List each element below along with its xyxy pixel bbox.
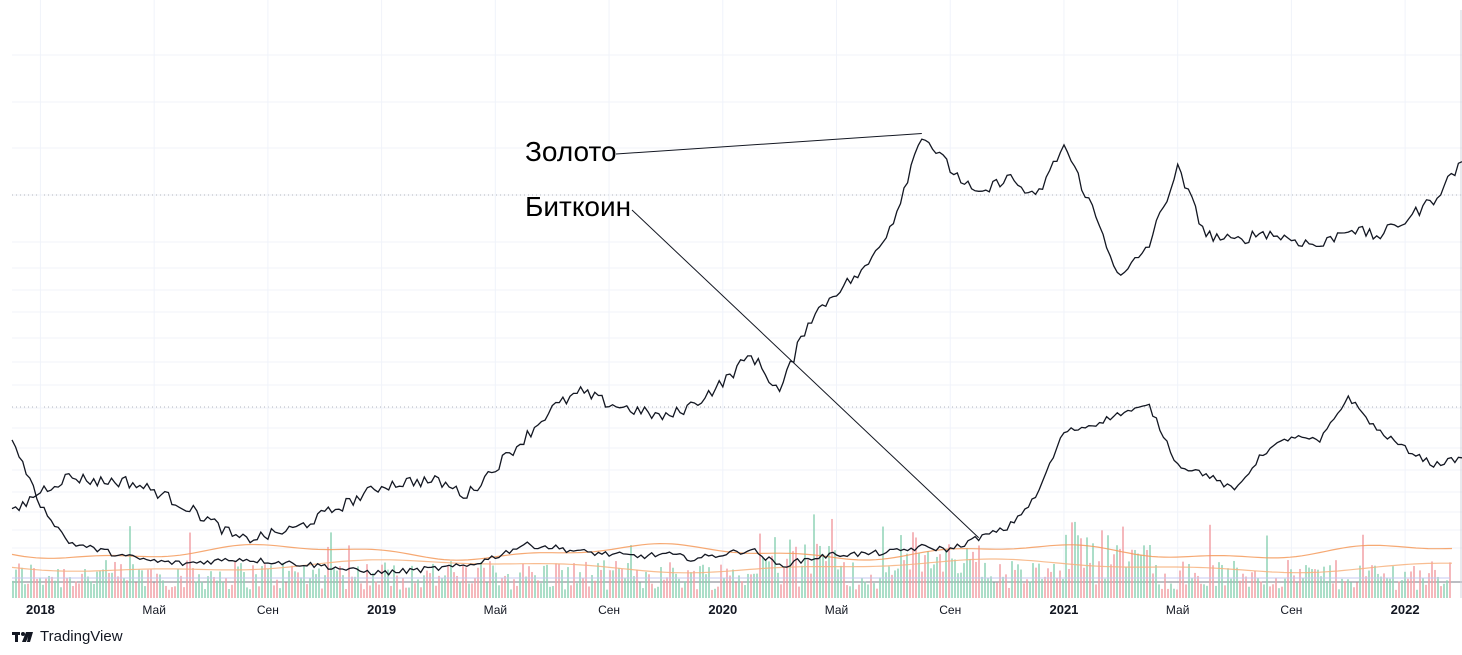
x-tick-label: Сен	[939, 603, 961, 617]
moving-average-lines	[11, 542, 1453, 579]
annotation-leader-0	[615, 133, 922, 155]
x-tick-label: 2022	[1391, 602, 1420, 617]
series-line-1	[11, 394, 1462, 576]
x-tick-label: 2020	[708, 602, 737, 617]
chart-grid	[12, 0, 1462, 600]
x-tick-label: 2021	[1049, 602, 1078, 617]
tradingview-logo-icon	[12, 631, 33, 642]
x-tick-label: Май	[484, 603, 508, 617]
x-axis: 2018 Май Сен 2019 Май Сен 2020 Май Сен 2021 Май Сен…	[0, 598, 1462, 622]
volume-bars	[12, 514, 1451, 598]
annotation-leader-1	[631, 209, 980, 539]
annotation-label-1: Биткоин	[525, 191, 631, 222]
series-line-0	[11, 138, 1462, 544]
x-tick-label: Май	[142, 603, 166, 617]
chart-annotations: Золото Биткоин	[525, 133, 980, 539]
x-tick-label: Сен	[1280, 603, 1302, 617]
x-tick-label: Сен	[598, 603, 620, 617]
x-tick-label: 2019	[367, 602, 396, 617]
annotation-label-0: Золото	[525, 136, 617, 167]
x-tick-label: 2018	[26, 602, 55, 617]
x-tick-label: Май	[1166, 603, 1190, 617]
x-tick-label: Май	[825, 603, 849, 617]
tradingview-brand[interactable]: TradingView	[12, 628, 123, 645]
tradingview-label: TradingView	[40, 628, 123, 645]
series-lines	[11, 138, 1462, 576]
x-tick-label: Сен	[257, 603, 279, 617]
